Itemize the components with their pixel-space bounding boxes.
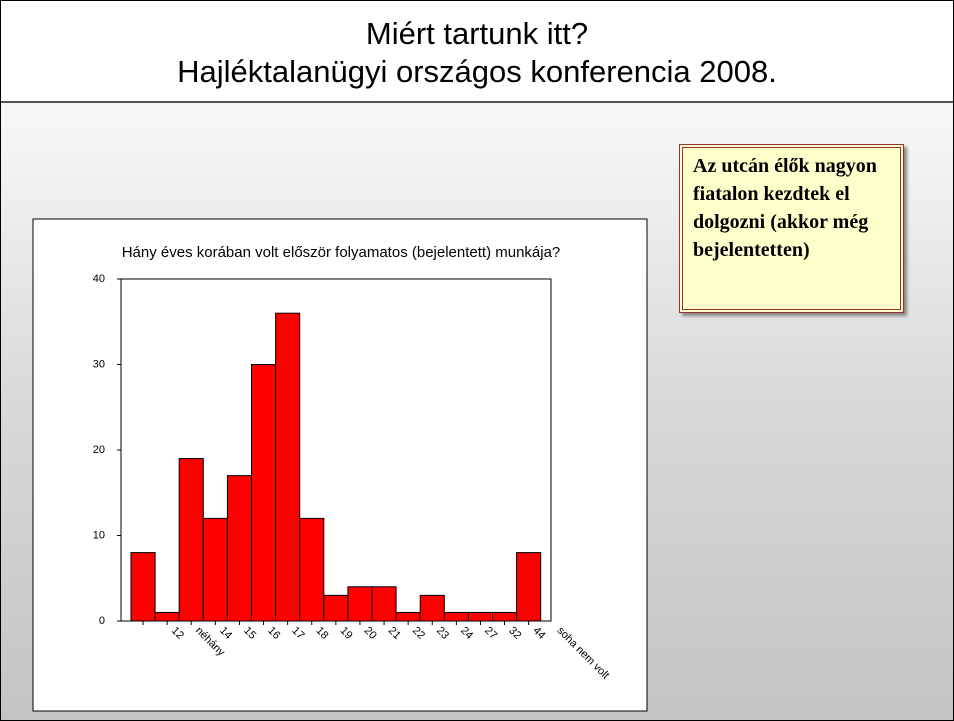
bar xyxy=(516,552,542,622)
bar xyxy=(178,458,204,622)
bar xyxy=(202,517,228,622)
subtitle: Hajléktalanügyi országos konferencia 200… xyxy=(177,54,777,89)
header: Miért tartunk itt? Hajléktalanügyi orszá… xyxy=(1,1,953,103)
y-tick-label: 30 xyxy=(93,358,105,370)
bar xyxy=(492,611,518,622)
bar xyxy=(467,611,493,622)
bar xyxy=(130,552,156,622)
callout: Az utcán élők nagyon fiatalon kezdtek el… xyxy=(679,144,904,313)
bar xyxy=(347,586,373,622)
bar xyxy=(371,586,397,622)
y-tick-label: 0 xyxy=(99,615,105,627)
chart-frame xyxy=(32,218,648,712)
bar xyxy=(395,611,421,622)
chart-title: Hány éves korában volt először folyamato… xyxy=(122,244,561,261)
y-tick-label: 20 xyxy=(93,444,105,456)
bar xyxy=(226,475,252,622)
bar xyxy=(275,312,301,622)
bar xyxy=(419,594,445,622)
bar xyxy=(443,611,469,622)
bar xyxy=(299,517,325,622)
y-tick-label: 10 xyxy=(93,529,105,541)
bar xyxy=(154,611,180,622)
y-tick-label: 40 xyxy=(93,273,105,285)
title: Miért tartunk itt? xyxy=(365,16,589,51)
bar xyxy=(251,364,277,622)
bar xyxy=(323,594,349,622)
